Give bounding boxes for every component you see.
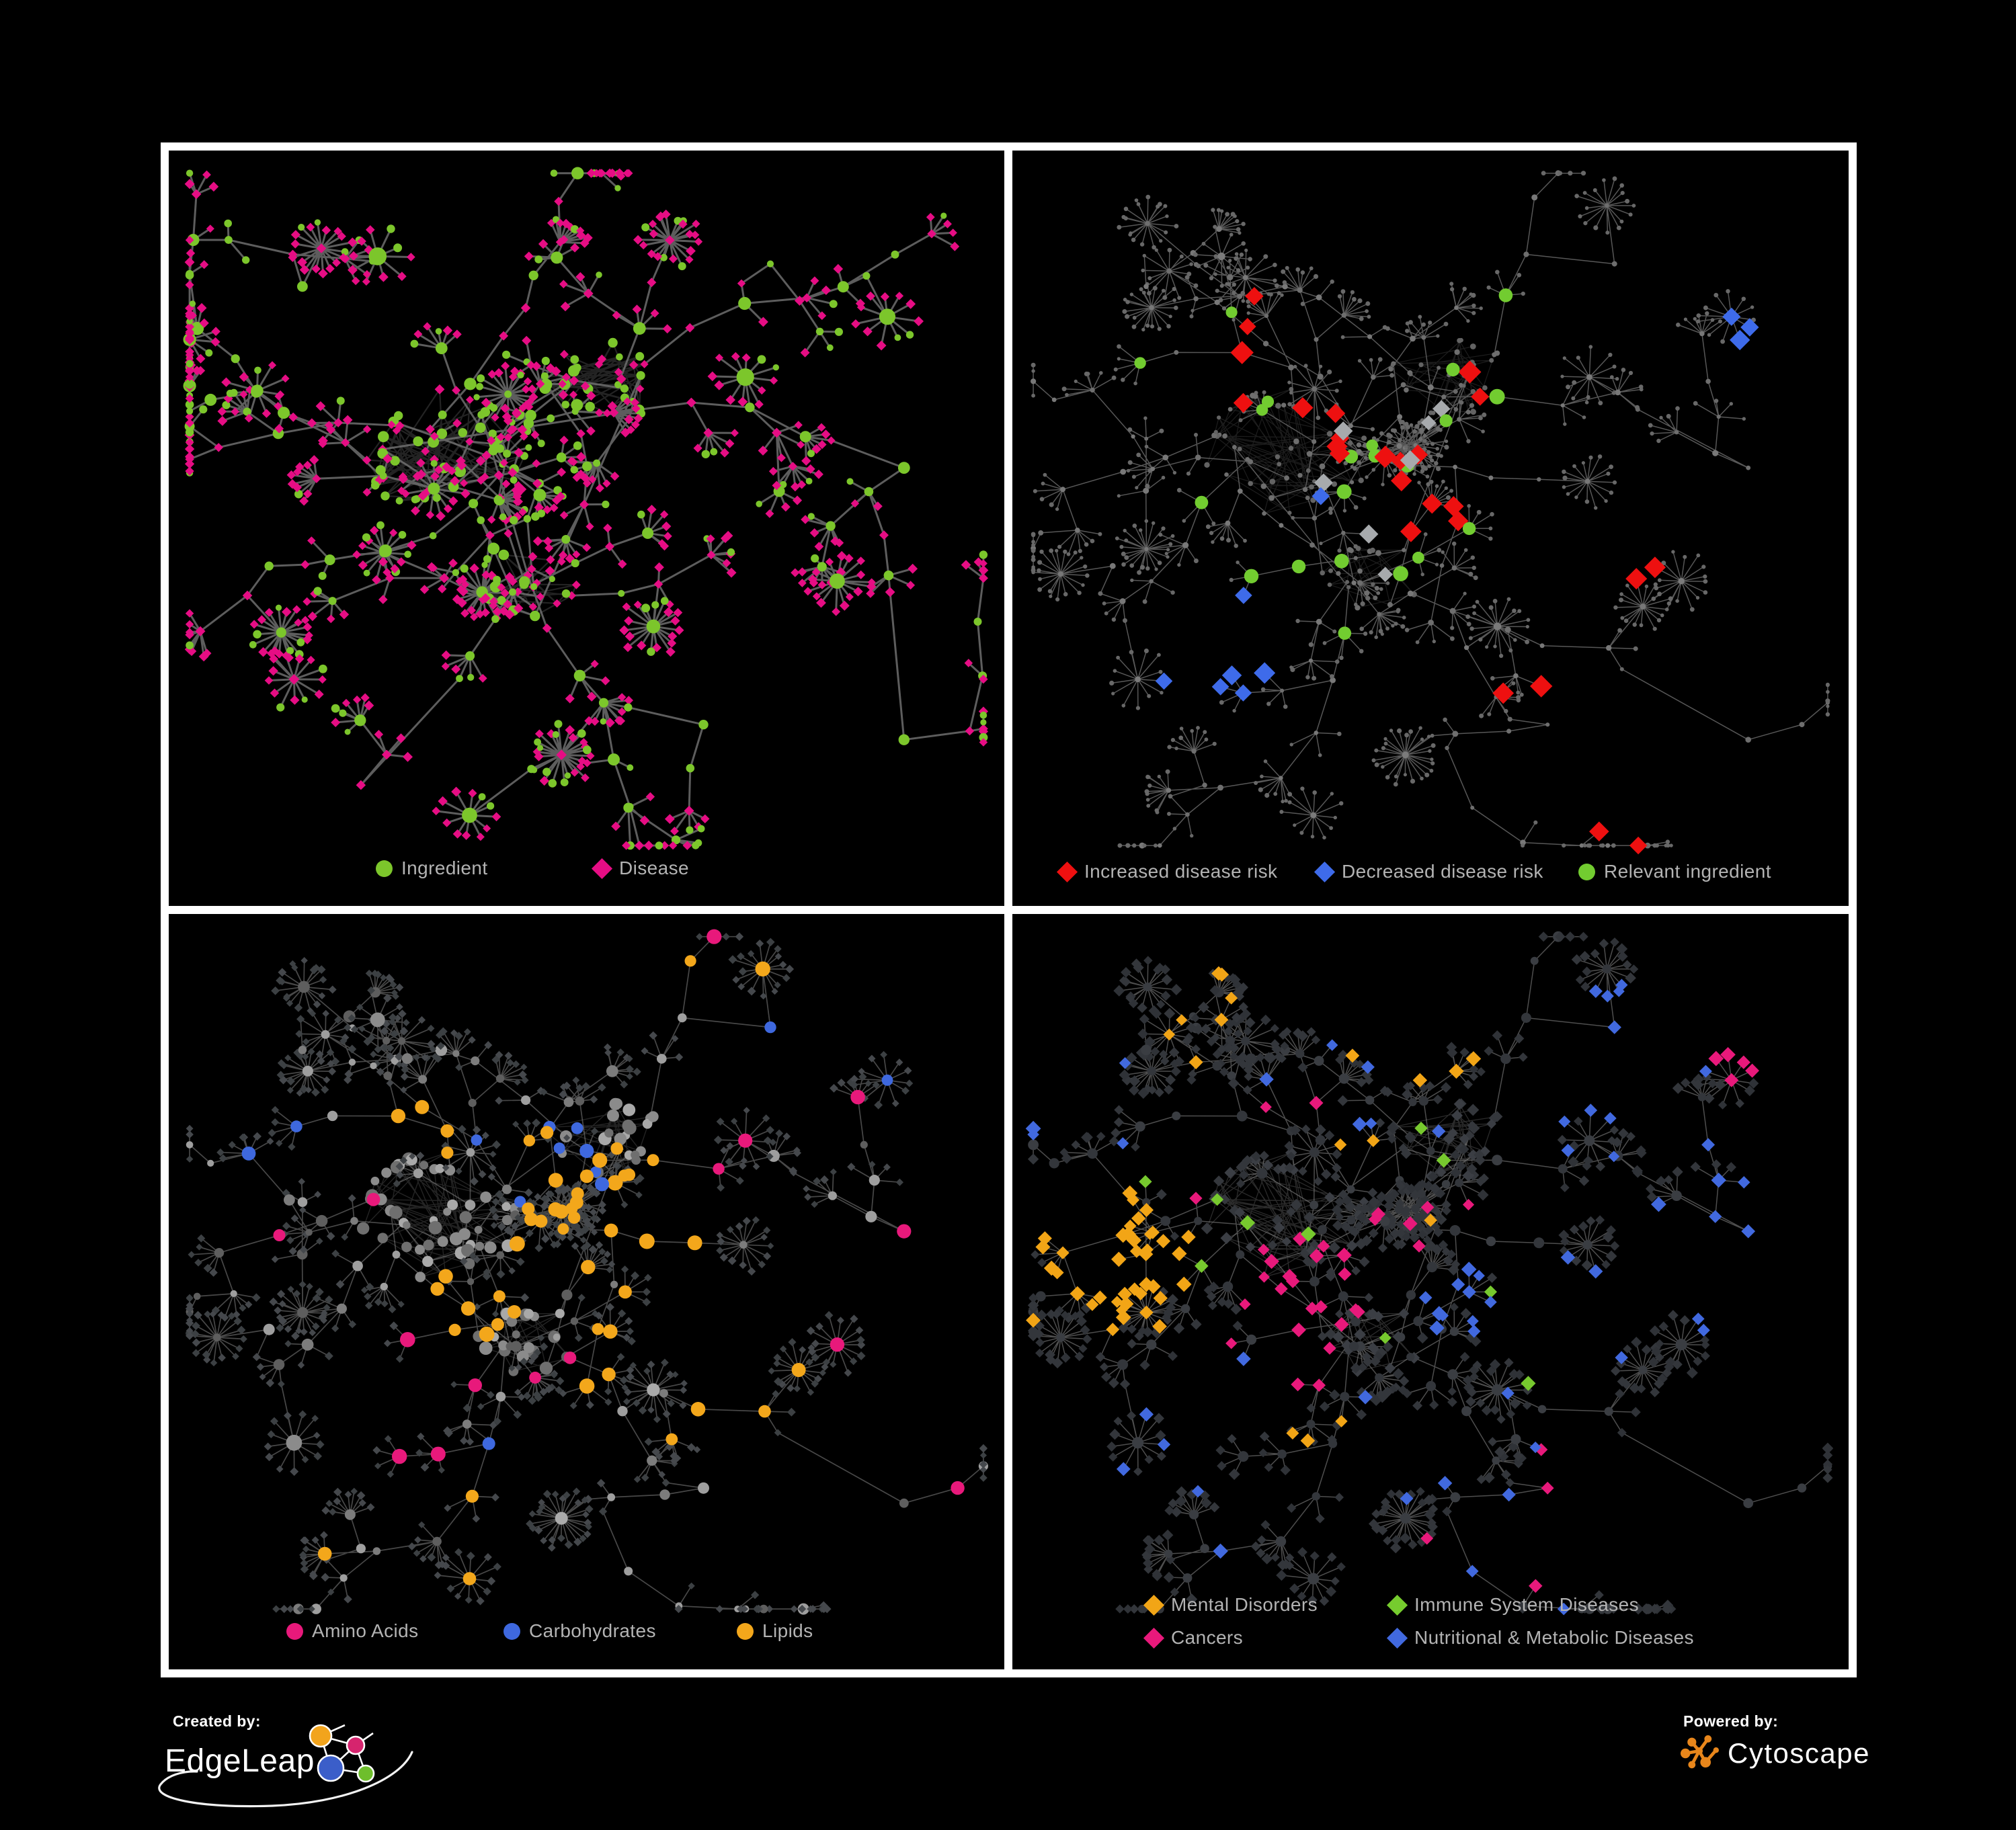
edgeleap-network-icon bbox=[309, 1724, 375, 1783]
edgeleap-swoosh-icon bbox=[158, 1751, 413, 1808]
network-graph-disease-categories bbox=[1025, 931, 1833, 1616]
panel-ingredient-disease: Ingredient Disease bbox=[169, 151, 1004, 906]
created-by-label: Created by: bbox=[173, 1712, 261, 1730]
network-graph-ingredient-disease bbox=[183, 167, 989, 851]
created-by-block: Created by: EdgeLeap bbox=[158, 1712, 581, 1820]
edgeleap-logo: EdgeLeap bbox=[158, 1724, 581, 1811]
powered-by-block: Powered by: Cytoscape bbox=[1681, 1712, 1963, 1800]
panel-grid: Ingredient Disease Increased disease risk… bbox=[161, 142, 1857, 1677]
powered-by-label: Powered by: bbox=[1683, 1712, 1779, 1730]
network-graph-nutrient-classes bbox=[185, 929, 988, 1615]
panel-nutrient-classes: Amino Acids Carbohydrates Lipids bbox=[169, 914, 1004, 1669]
cytoscape-logo-text: Cytoscape bbox=[1728, 1737, 1870, 1769]
cytoscape-logo-icon bbox=[1681, 1735, 1719, 1769]
edgeleap-logo-text: EdgeLeap bbox=[165, 1743, 315, 1779]
panel-disease-risk: Increased disease risk Decreased disease … bbox=[1012, 151, 1849, 906]
network-graph-disease-risk bbox=[1031, 170, 1830, 855]
panel-disease-categories: Mental Disorders Immune System Diseases Ca… bbox=[1012, 914, 1849, 1669]
